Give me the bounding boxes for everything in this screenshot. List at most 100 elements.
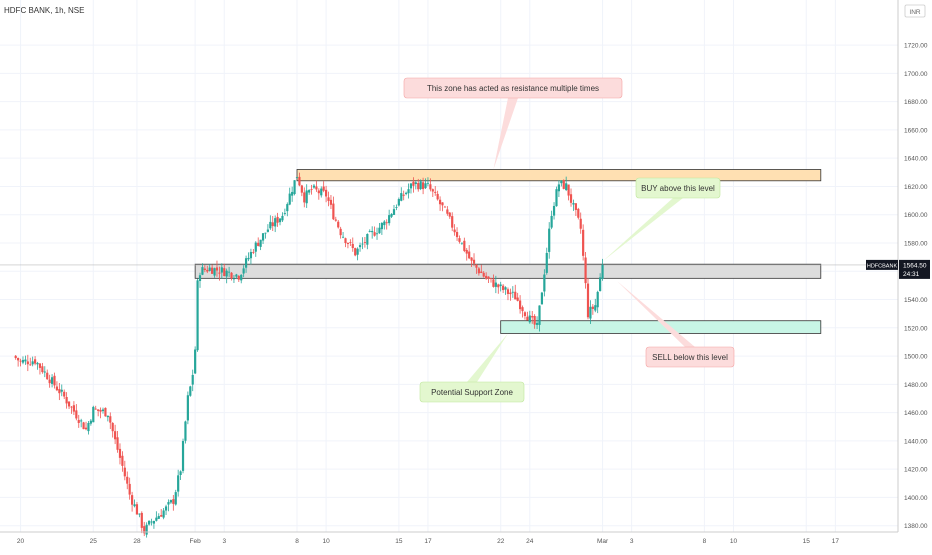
candle[interactable] [240,274,243,284]
candle[interactable] [97,409,100,417]
candle[interactable] [351,237,354,252]
candle[interactable] [545,247,548,275]
candle[interactable] [244,255,248,273]
candle[interactable] [400,187,403,202]
candle[interactable] [422,177,425,195]
candle[interactable] [266,224,269,233]
candle[interactable] [206,265,209,274]
candle[interactable] [281,212,284,223]
candle[interactable] [482,271,485,278]
candle[interactable] [67,401,71,409]
candle[interactable] [371,226,374,239]
candle[interactable] [480,264,483,274]
candle[interactable] [390,213,393,218]
zone-current[interactable] [194,263,822,279]
candle[interactable] [426,177,430,187]
candle[interactable] [254,241,257,257]
candle[interactable] [438,196,442,211]
candle[interactable] [208,264,211,272]
candle[interactable] [21,356,25,365]
candle[interactable] [46,369,49,380]
candle[interactable] [60,384,63,397]
candle[interactable] [283,208,286,216]
candle[interactable] [409,182,413,194]
candle[interactable] [36,361,39,370]
candle[interactable] [101,407,105,414]
candle[interactable] [295,177,299,179]
candle[interactable] [492,274,495,288]
candle[interactable] [111,422,114,438]
candle[interactable] [599,273,602,292]
candle[interactable] [228,266,231,278]
candle[interactable] [31,356,34,367]
candle[interactable] [75,404,78,421]
candle[interactable] [373,226,376,237]
candle[interactable] [41,362,44,374]
candle[interactable] [591,304,594,315]
candle[interactable] [320,186,323,198]
candle[interactable] [310,184,313,195]
candle[interactable] [63,389,66,400]
candle[interactable] [70,406,73,414]
candle[interactable] [84,421,88,431]
candle[interactable] [392,204,396,215]
candle[interactable] [506,287,510,301]
candle[interactable] [388,209,391,226]
candle[interactable] [235,273,238,280]
candle[interactable] [552,202,556,220]
candle[interactable] [358,242,362,252]
candle[interactable] [334,216,337,222]
candle[interactable] [118,443,122,465]
candle[interactable] [497,283,500,294]
candle[interactable] [104,407,107,417]
candle[interactable] [499,281,502,292]
candle[interactable] [341,231,345,239]
candle[interactable] [123,460,126,481]
candle[interactable] [82,421,85,430]
candle[interactable] [19,358,22,367]
candle[interactable] [434,186,437,196]
candle[interactable] [446,206,449,216]
candle[interactable] [26,354,29,372]
candle[interactable] [402,190,405,201]
candle[interactable] [521,305,524,318]
candle[interactable] [577,207,580,220]
candle[interactable] [383,220,386,230]
candle[interactable] [194,346,197,375]
candle[interactable] [43,366,46,378]
candle[interactable] [162,508,165,520]
candle[interactable] [128,477,131,500]
candle[interactable] [55,381,59,392]
candle[interactable] [565,176,568,192]
candle[interactable] [80,418,83,428]
candle[interactable] [325,185,328,203]
candle[interactable] [174,489,177,506]
candle[interactable] [157,513,160,520]
candle[interactable] [424,178,427,190]
candle[interactable] [465,248,468,261]
candle[interactable] [584,252,587,289]
zones[interactable] [0,169,898,334]
candle[interactable] [230,271,233,281]
candle[interactable] [191,369,194,392]
candle[interactable] [419,179,422,191]
candle[interactable] [114,424,117,445]
candle[interactable] [259,239,262,251]
candle[interactable] [152,520,156,529]
candle[interactable] [215,260,219,277]
candle[interactable] [160,509,163,517]
candle[interactable] [72,401,75,415]
candle[interactable] [291,186,294,202]
candle[interactable] [34,356,37,366]
candle[interactable] [395,204,398,211]
candle[interactable] [247,252,250,262]
candle[interactable] [397,197,400,207]
candle[interactable] [133,499,136,508]
candle[interactable] [288,187,291,206]
candle[interactable] [535,316,539,330]
candle[interactable] [278,217,282,226]
candle[interactable] [366,233,369,250]
candle[interactable] [557,180,560,198]
candle[interactable] [361,237,364,250]
candle[interactable] [89,419,92,426]
